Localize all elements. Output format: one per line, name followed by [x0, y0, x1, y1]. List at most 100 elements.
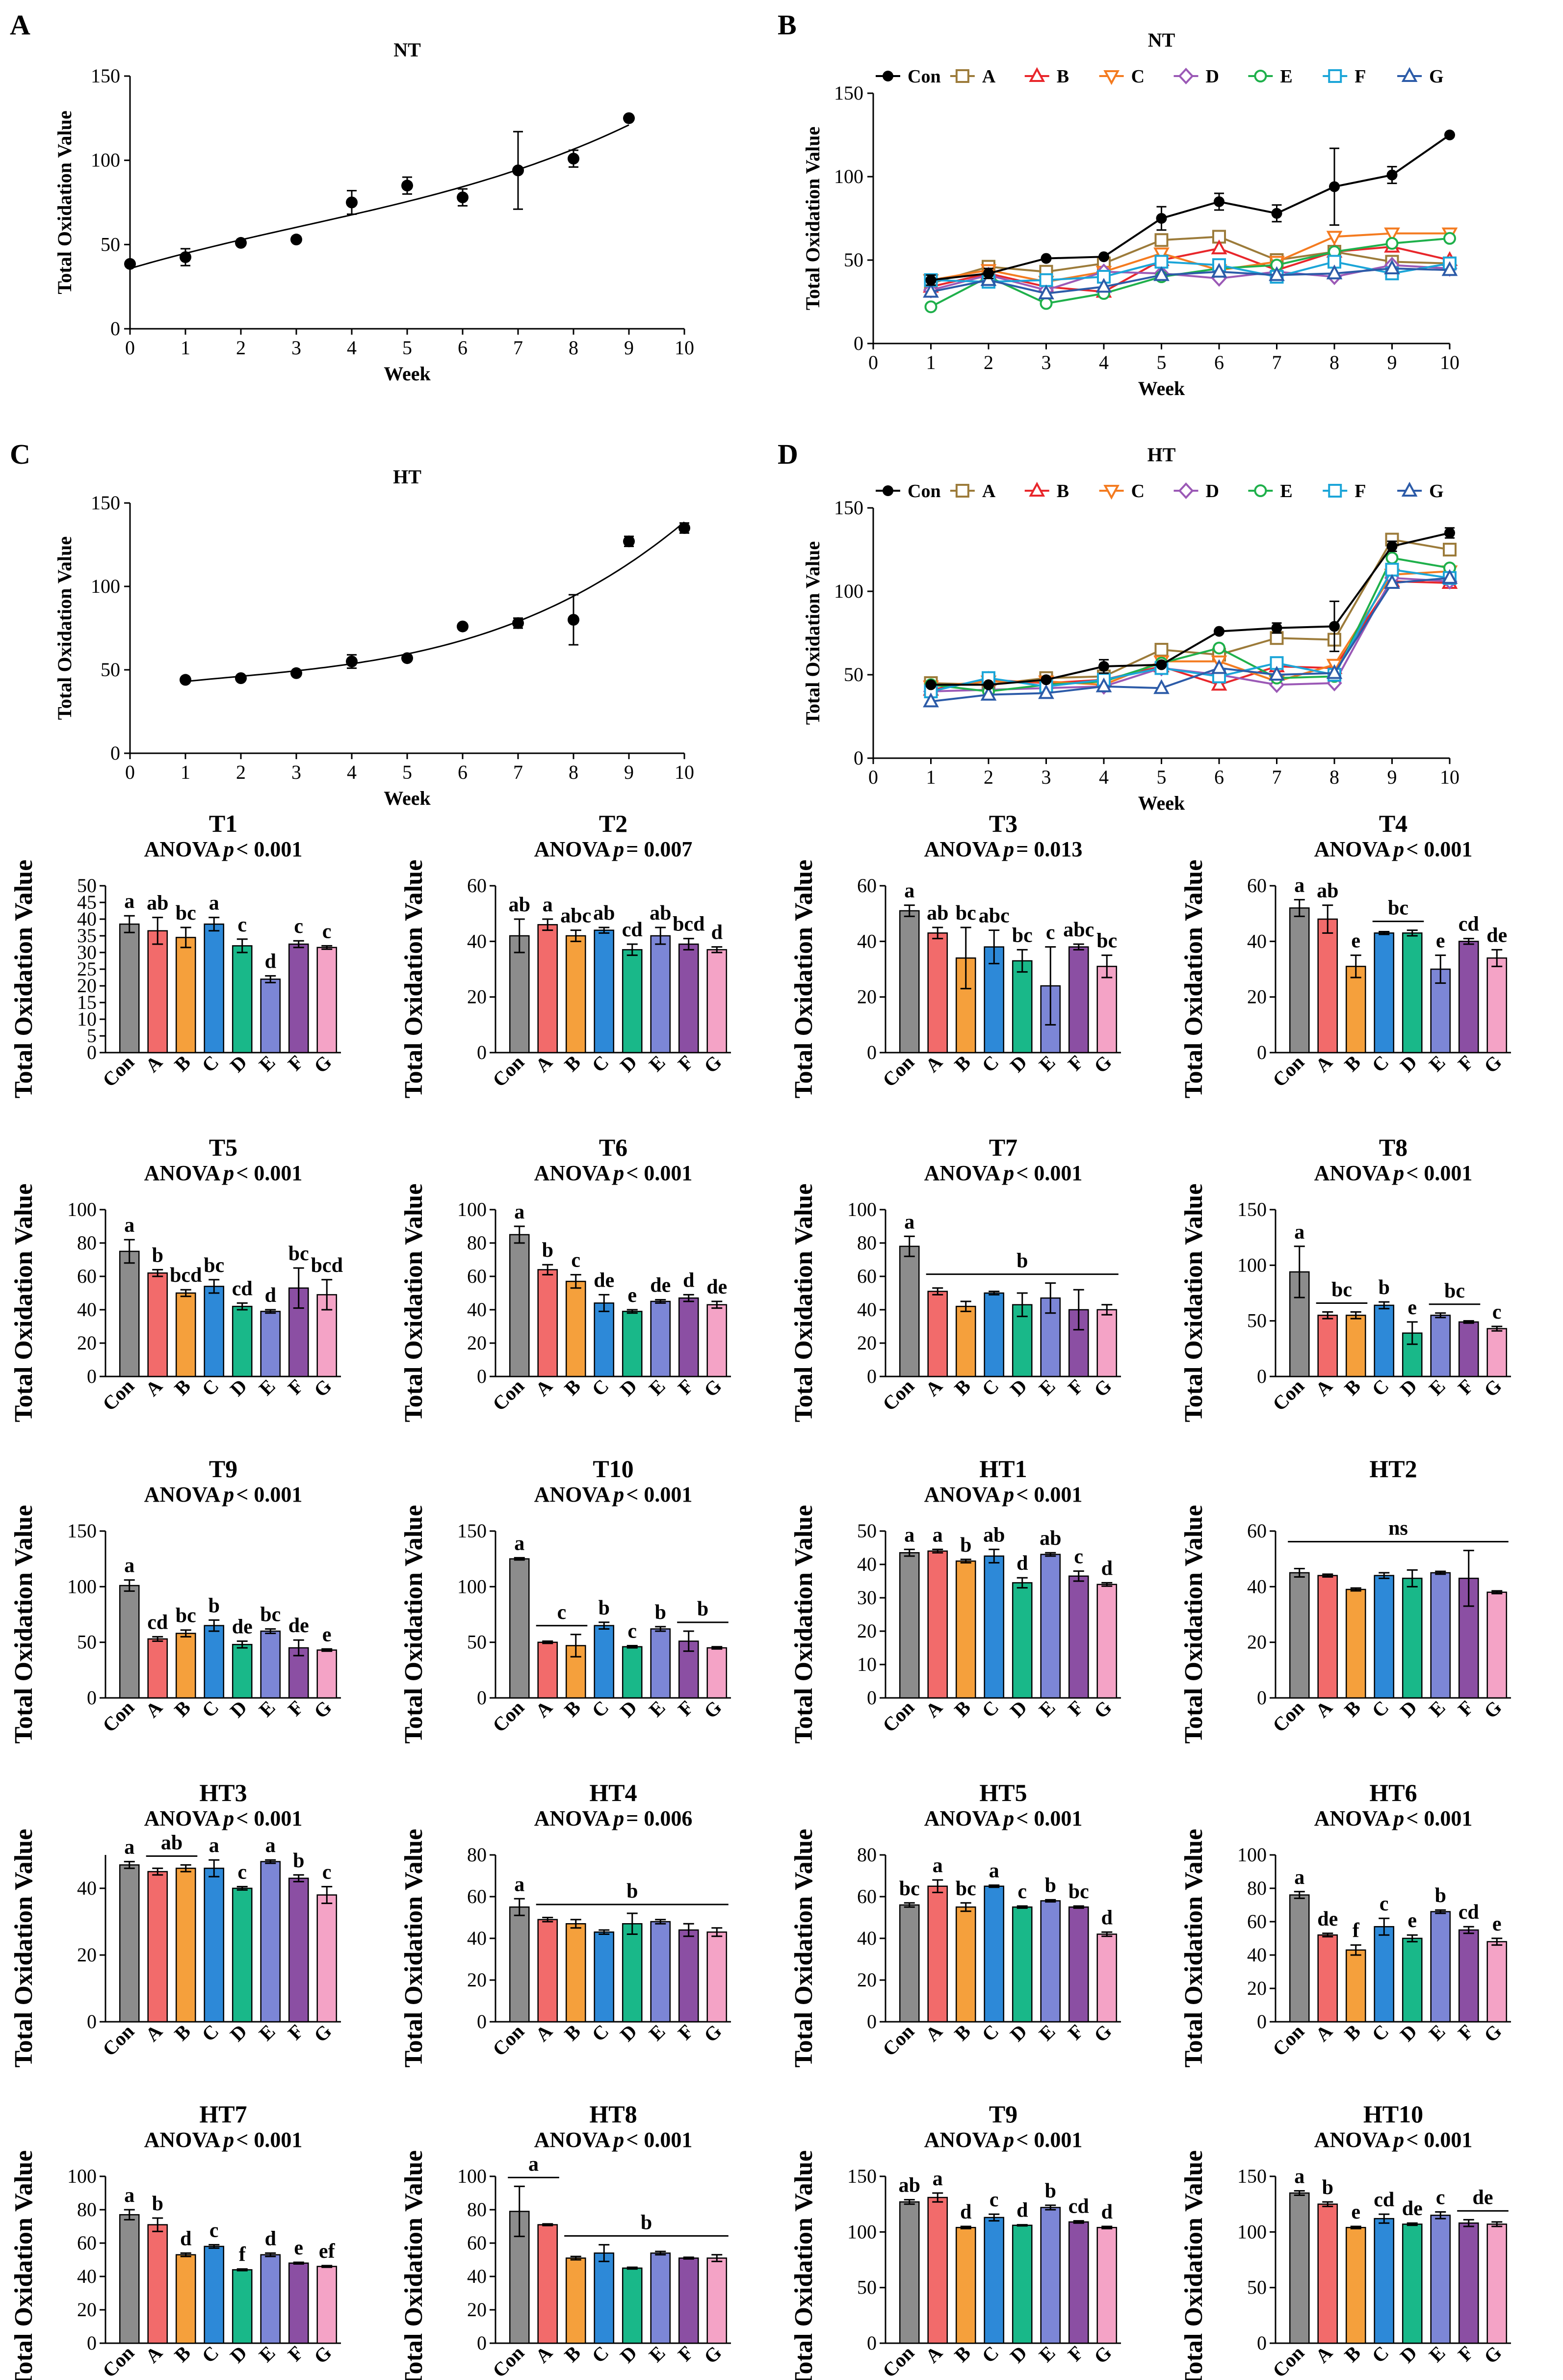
- significance-letter: a: [514, 1201, 524, 1223]
- x-tick-label-e: E: [1425, 1696, 1450, 1721]
- data-point-con: [1386, 169, 1398, 181]
- x-tick-label: 5: [402, 761, 412, 783]
- y-axis-label: Total Oxidation Value: [790, 1829, 818, 2067]
- x-tick-label: 8: [569, 761, 578, 783]
- bar-d: [1402, 932, 1423, 1054]
- x-tick-label: 9: [1387, 351, 1397, 373]
- significance-letter: bc: [956, 1878, 976, 1900]
- x-tick-label-c: C: [977, 2342, 1003, 2367]
- bar-b: [1345, 2227, 1366, 2344]
- y-tick-label: 100: [1237, 2221, 1267, 2243]
- x-tick-label-b: B: [560, 2342, 585, 2367]
- y-tick-label: 80: [467, 1844, 487, 1866]
- y-tick-label: 30: [77, 941, 97, 963]
- x-tick-label: 1: [181, 761, 190, 783]
- series-line-c: [931, 570, 1450, 688]
- legend-marker-e: [1254, 70, 1267, 82]
- bar-c: [1374, 2218, 1395, 2344]
- x-tick-label-con: Con: [488, 1375, 528, 1415]
- bar-f: [288, 1647, 309, 1699]
- significance-letter: b: [152, 1244, 163, 1267]
- data-point-con: [925, 274, 937, 286]
- y-tick-label: 80: [467, 1232, 487, 1254]
- y-tick-label: 20: [77, 975, 97, 997]
- significance-letter: a: [124, 2184, 134, 2207]
- anova-label: ANOVA p= 0.006: [534, 1806, 693, 1830]
- significance-letter: d: [1101, 1906, 1113, 1929]
- x-tick-label-b: B: [170, 1696, 195, 1721]
- bar-b: [955, 1906, 976, 2023]
- x-tick-label-g: G: [1090, 2020, 1116, 2047]
- significance-letter: bcd: [170, 1264, 202, 1287]
- series-line-con: [931, 134, 1451, 281]
- x-tick-label-e: E: [1425, 1051, 1450, 1076]
- bar-b: [955, 1560, 976, 1699]
- x-tick-label-b: B: [950, 2342, 975, 2367]
- significance-letter: b: [960, 1534, 971, 1557]
- x-tick-label-c: C: [197, 1051, 223, 1077]
- data-point: [568, 614, 579, 626]
- significance-letter: bc: [899, 1878, 920, 1900]
- p-symbol: p: [1001, 1806, 1014, 1830]
- anova-prefix: ANOVA: [1314, 1161, 1391, 1185]
- bar-g: [1096, 2227, 1118, 2344]
- y-axis-label: Total Oxidation Value: [10, 1184, 38, 1422]
- p-value: < 0.001: [1406, 1161, 1472, 1185]
- y-tick-label: 20: [1247, 1631, 1267, 1653]
- bar-b: [565, 1923, 586, 2023]
- legend-label-a: A: [982, 66, 996, 87]
- bar-c: [594, 1302, 615, 1377]
- p-symbol: p: [221, 1482, 234, 1507]
- p-symbol: p: [611, 2128, 624, 2152]
- bar-e: [650, 1300, 671, 1377]
- data-point-con: [983, 268, 994, 279]
- x-tick-label-d: D: [1396, 2020, 1421, 2046]
- bar-f: [288, 2262, 309, 2344]
- significance-letter: c: [1492, 1301, 1502, 1323]
- y-tick-label: 0: [1257, 2332, 1267, 2354]
- y-tick-label: 60: [467, 874, 487, 897]
- x-tick-label-a: A: [141, 1051, 166, 1076]
- significance-letter: de: [594, 1269, 614, 1292]
- significance-letter: cd: [1459, 913, 1479, 936]
- y-tick-label: 0: [1257, 1687, 1267, 1709]
- significance-letter: d: [960, 2201, 971, 2223]
- significance-letter: b: [1379, 1276, 1390, 1299]
- y-tick-label: 40: [857, 1927, 877, 1949]
- y-tick-label: 0: [110, 742, 120, 764]
- bar-b: [565, 935, 586, 1054]
- significance-letter: c: [209, 2219, 219, 2242]
- bar-con: [119, 1864, 140, 2023]
- y-tick-label: 20: [1247, 1977, 1267, 1999]
- series-line-f: [931, 568, 1450, 692]
- bar-g: [1486, 2223, 1508, 2344]
- y-axis-label: Total Oxidation Value: [1180, 860, 1208, 1098]
- significance-letter: ab: [983, 1524, 1005, 1546]
- p-symbol: p: [221, 1806, 234, 1830]
- significance-letter: a: [933, 1854, 943, 1877]
- anova-prefix: ANOVA: [924, 1482, 1001, 1507]
- significance-letter: bc: [1068, 1880, 1089, 1903]
- significance-letter: ef: [319, 2240, 336, 2263]
- data-point-con: [1156, 213, 1167, 224]
- panel-label-a: A: [10, 9, 30, 41]
- p-symbol: p: [1001, 1161, 1014, 1185]
- data-point-a: [1154, 233, 1169, 247]
- bar-con: [119, 1585, 140, 1699]
- x-tick-label-d: D: [226, 1696, 251, 1722]
- x-tick-label-con: Con: [98, 2342, 138, 2380]
- x-tick-label-b: B: [950, 1375, 975, 1400]
- data-point: [457, 191, 469, 204]
- bar-d: [232, 945, 253, 1054]
- x-tick-label-con: Con: [1268, 2342, 1308, 2380]
- y-axis-label: Total Oxidation Value: [10, 1505, 38, 1744]
- group-letter: bc: [1444, 1280, 1465, 1302]
- significance-letter: bcd: [311, 1254, 343, 1277]
- bar-a: [1317, 1575, 1338, 1699]
- data-point-g: [1095, 278, 1112, 293]
- significance-letter: ab: [650, 902, 671, 925]
- y-axis-label: Total Oxidation Value: [400, 1829, 428, 2067]
